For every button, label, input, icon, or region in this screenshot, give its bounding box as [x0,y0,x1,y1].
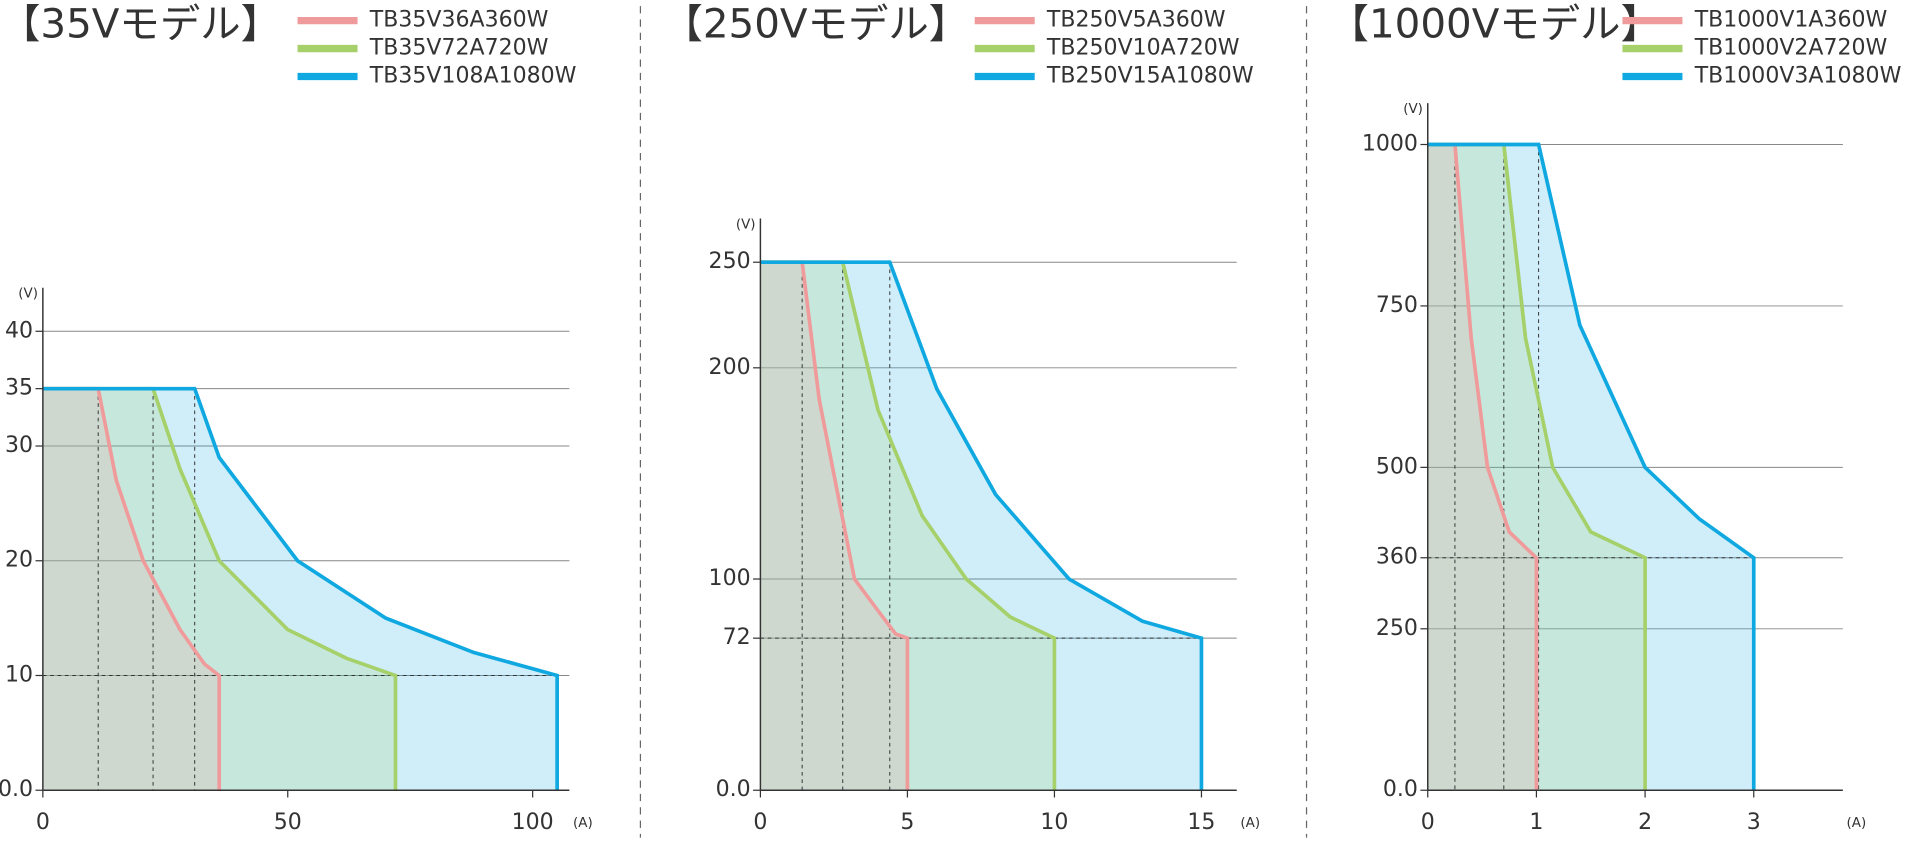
x-tick-label: 0 [753,810,767,835]
x-tick-label: 100 [512,810,554,835]
series-line [42,386,398,791]
legend-label: TB250V15A1080W [1046,64,1254,89]
x-axis-label: (A) [1847,816,1867,831]
y-tick-label: 100 [709,566,751,591]
x-tick-label: 1 [1529,810,1543,835]
area-fill [760,262,908,791]
y-tick-label: 250 [1376,616,1418,641]
y-tick-label: 40 [5,318,33,343]
area-fill [1427,144,1646,791]
legend-label: TB35V36A360W [369,8,549,33]
legend-label: TB35V72A720W [369,36,549,61]
x-axis-label: (A) [1240,816,1260,831]
series-line [42,386,559,791]
y-tick-label: 0.0 [716,777,751,802]
y-tick-label: 500 [1376,454,1418,479]
series-line [1427,142,1756,791]
legend-label: TB1000V2A720W [1694,36,1888,61]
y-tick-label: 360 [1376,545,1418,570]
y-tick-label: 72 [723,625,751,650]
y-tick-label: 30 [5,433,33,458]
y-tick-label: 0.0 [1383,777,1418,802]
y-tick-label: 750 [1376,293,1418,318]
area-fill [760,262,1055,791]
x-tick-label: 5 [900,810,914,835]
y-tick-label: 35 [5,376,33,401]
y-tick-label: 250 [709,249,751,274]
x-tick-label: 15 [1187,810,1215,835]
series-line [760,260,910,791]
series-line [760,260,1204,791]
legend-label: TB1000V3A1080W [1694,64,1902,89]
y-tick-label: 1000 [1362,132,1418,157]
chart-title: 【250Vモデル】 [662,2,969,48]
x-tick-label: 3 [1747,810,1761,835]
y-axis-label: (V) [18,287,38,302]
y-tick-label: 20 [5,548,33,573]
legend-label: TB250V5A360W [1046,8,1226,33]
y-tick-label: 200 [709,355,751,380]
x-tick-label: 2 [1638,810,1652,835]
x-axis-label: (A) [573,816,593,831]
chart-title: 【1000Vモデル】 [1329,2,1661,48]
x-tick-label: 50 [274,810,302,835]
legend-label: TB1000V1A360W [1694,8,1888,33]
y-axis-label: (V) [1403,102,1423,117]
area-fill [42,388,220,791]
series-line [760,260,1057,791]
area-fill [42,388,396,791]
x-tick-label: 0 [1421,810,1435,835]
y-tick-label: 0.0 [0,777,33,802]
area-fill [42,388,558,791]
y-axis-label: (V) [736,218,756,233]
y-tick-label: 10 [5,663,33,688]
chart-title: 【35Vモデル】 [0,2,281,48]
legend-label: TB35V108A1080W [369,64,577,89]
area-fill [1427,144,1754,791]
area-fill [760,262,1202,791]
legend-label: TB250V10A720W [1046,36,1240,61]
x-tick-label: 0 [36,810,50,835]
x-tick-label: 10 [1040,810,1068,835]
series-line [42,386,222,791]
